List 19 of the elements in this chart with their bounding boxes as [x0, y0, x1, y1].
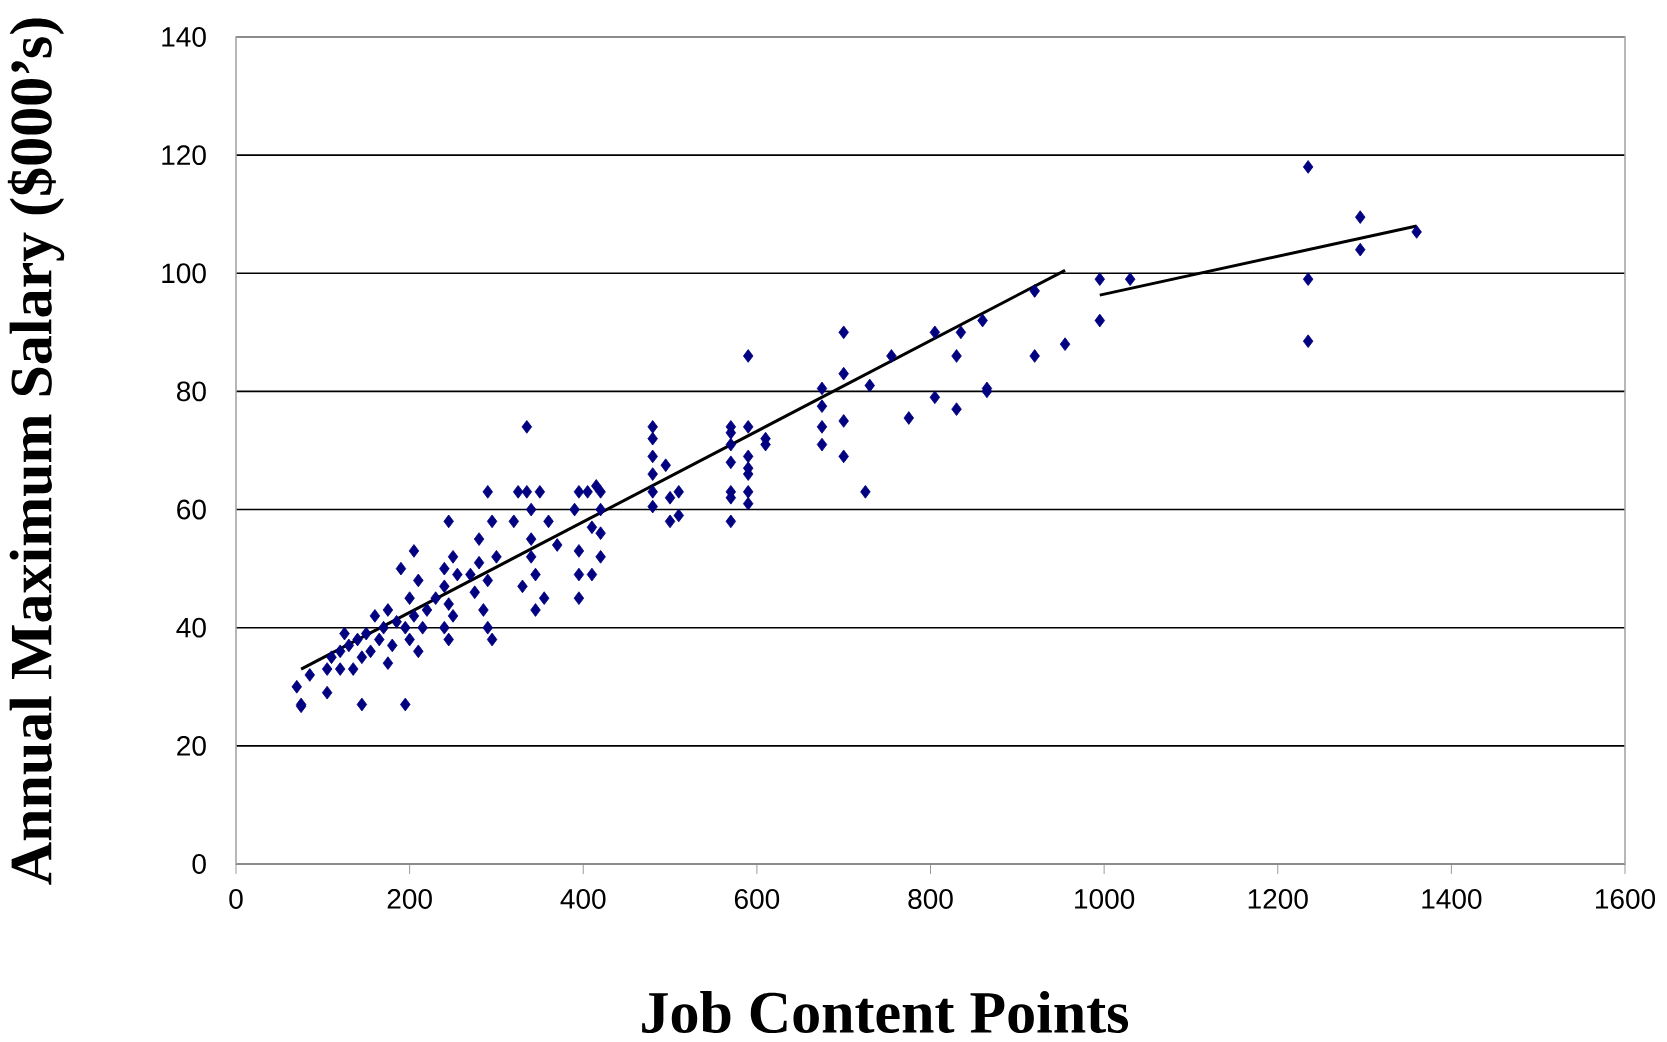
y-tick-label: 20 [177, 735, 206, 756]
x-tick-label: 1600 [1595, 889, 1656, 909]
x-tick-label: 600 [734, 889, 780, 909]
x-tick-label: 1200 [1248, 889, 1308, 909]
x-tick-label: 1000 [1075, 889, 1135, 909]
x-tick-label: 1400 [1422, 889, 1482, 909]
y-tick-label: 60 [177, 499, 206, 520]
x-tick-label: 400 [560, 889, 606, 909]
x-tick-label: 800 [908, 889, 953, 909]
y-tick-label: 100 [162, 263, 206, 284]
y-tick-label: 120 [162, 145, 206, 166]
y-tick-label: 140 [162, 27, 206, 47]
x-tick-label: 200 [387, 889, 432, 909]
y-tick-label: 80 [177, 381, 206, 402]
y-tick-label: 0 [192, 854, 206, 874]
x-axis-title: Job Content Points [642, 990, 1129, 1034]
y-axis-title: Annual Maximum Salary ($000’s) [7, 18, 65, 885]
y-tick-label: 40 [176, 617, 206, 638]
x-tick-label: 0 [229, 889, 243, 909]
